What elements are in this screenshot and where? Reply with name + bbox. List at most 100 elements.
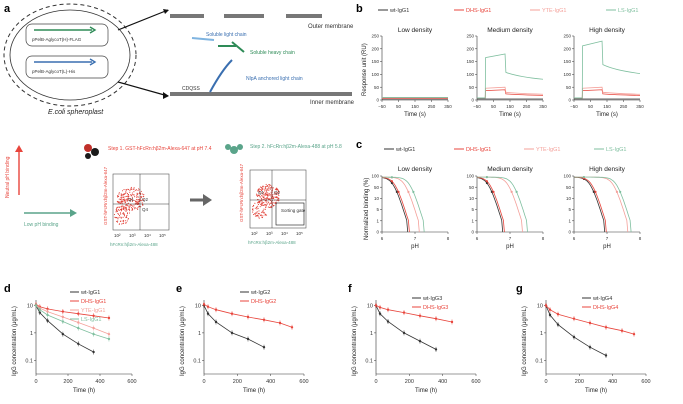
flow-event-dot [121,205,123,207]
arrow-head-icon [70,209,77,217]
flow-event-dot [263,204,265,206]
q1-label: Q1 [258,190,265,195]
flow-event-dot [128,208,130,210]
pk-point [402,311,406,314]
flow-event-dot [274,192,276,194]
flow-event-dot [262,204,264,207]
flow-event-dot [128,189,130,191]
flow-event-dot [120,193,122,195]
y-tick-label: 150 [371,59,379,64]
x-tick-label: 600 [299,379,308,385]
flow-event-dot [261,211,263,213]
flow-event-dot [123,214,126,216]
legend-entry: DHS-IgG2 [251,299,276,305]
flow-event-dot [119,208,122,211]
y-tick-label: 100 [371,174,379,179]
flow-event-dot [125,189,127,191]
flow-event-dot [116,207,118,209]
flow-event-dot [117,196,119,198]
pk-point [450,320,454,324]
flow-event-dot [269,206,271,209]
flow-event-dot [257,205,259,207]
panel-sorting: Neutral pH binding Low pH binding Step 1… [5,144,342,247]
x-axis-label: Time (h) [585,388,607,394]
flow-event-dot [261,190,263,192]
flow-event-dot [277,193,279,195]
pk-point [46,307,49,311]
flow-event-dot [264,200,266,202]
flow-event-dot [124,220,126,222]
x-tick-label: 400 [438,379,447,385]
pk-point [61,315,65,319]
flow-event-dot [258,212,260,214]
y-tick-label: 0 [568,230,571,235]
y-tick-label: 10 [27,303,33,309]
subplot-title: Low density [398,27,433,34]
pk-point [378,312,382,315]
flow-event-dot [140,190,142,192]
x-tick-label: 350 [636,104,644,109]
flow-event-dot [264,208,266,210]
flow-event-dot [118,198,120,200]
x-tick-label: 250 [620,104,628,109]
y-tick-label: 1 [376,218,379,223]
pk-point [61,320,65,323]
arrow-head-icon [89,26,97,34]
flow-event-dot [138,188,140,190]
flow-event-dot [122,222,125,224]
flow-event-dot [276,196,278,198]
outer-membrane-segment [224,14,264,18]
flow-event-dot [257,214,259,216]
x-tick-label: 350 [539,104,547,109]
flow-event-dot [258,201,260,203]
flow-event-dot [257,195,259,198]
flow-event-dot [256,211,258,213]
flow-plot-2-xlabel: hFcRn:hβ2m-Alexa-488 [248,240,296,245]
flow-plot-1-xlabel: hFcRn:hβ2m-Alexa-488 [110,242,158,247]
tick-label: 10² [114,233,121,238]
flow-event-dot [133,206,135,208]
y-tick-label: 0 [471,98,474,103]
flow-event-dot [268,204,271,206]
flow-event-dot [267,193,269,195]
cdqss-label: CDQSS [182,86,200,92]
y-tick-label: 250 [563,34,571,39]
flow-event-dot [117,201,119,203]
pk-line-wt-IgG4 [545,305,607,356]
flow-event-dot [270,193,272,195]
panel-e: e 0.1 1 10 0 200 400 600 Time (h) IgG concentrati… [176,283,309,394]
flow-event-dot [123,207,125,209]
flow-event-dot [126,220,128,222]
flow-event-dot [131,196,133,198]
flow-event-dot [138,202,140,204]
flow-plot-1-frame [112,173,170,231]
legend-entry: DHS-IgG4 [593,305,618,311]
y-tick-label: 0.1 [193,358,201,364]
x-tick-label: 250 [428,104,436,109]
flow-event-dot [263,212,265,214]
flow-event-dot [277,192,279,194]
flow-event-dot [129,190,131,192]
pk-point [386,308,390,311]
x-axis-label: Time (s) [404,112,426,118]
flow-event-dot [254,207,256,209]
flow-event-dot [120,206,122,208]
flow-event-dot [123,213,125,215]
y-tick-label: 150 [563,59,571,64]
flow-event-dot [126,209,128,211]
flow-event-dot [118,209,120,211]
flow-event-dot [128,202,130,204]
pk-point [107,337,111,341]
flow-event-dot [133,194,135,196]
step1-label: Step 1. GST-hFcRn:hβ2m-Alexa-647 at pH 7… [108,146,212,152]
flow-event-dot [120,201,122,203]
flow-event-dot [132,199,134,201]
legend-entry: wt-IgG1 [389,8,409,14]
flow-event-dot [257,207,259,209]
flow-event-dot [267,195,269,197]
binding-curve-wt-IgG1 [381,177,409,233]
flow-event-dot [136,197,138,199]
flow-event-dot [123,196,125,199]
flow-event-dot [273,202,275,204]
legend-entry: DHS-IgG1 [466,147,491,153]
